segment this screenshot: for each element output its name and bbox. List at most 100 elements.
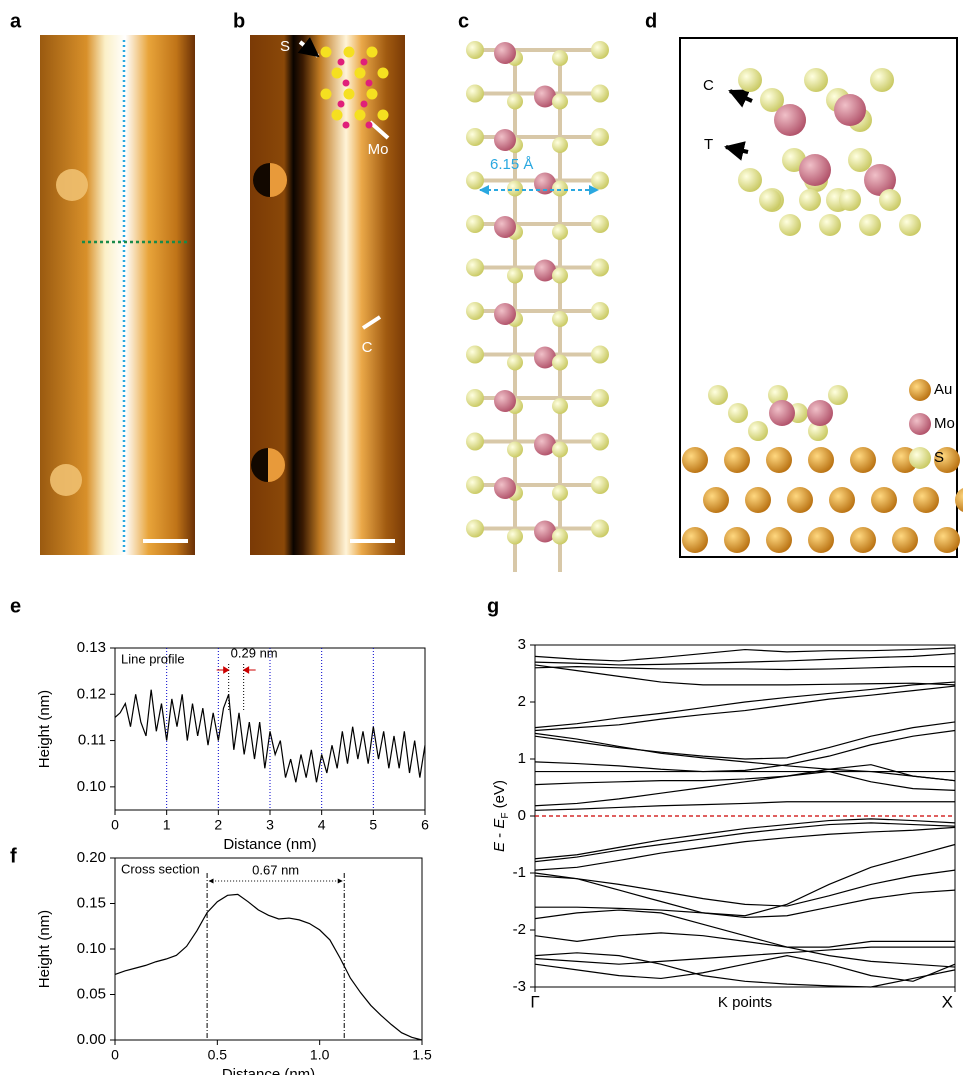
y-tick-label: 0.12 — [77, 685, 106, 702]
stm-image-b: SMoC — [250, 35, 405, 555]
atom-label: C — [362, 339, 373, 356]
sulfur-dot — [344, 89, 355, 100]
sulfur-atom — [466, 389, 484, 407]
y-tick-label: 0 — [518, 807, 526, 824]
panel-label: c — [458, 10, 469, 32]
gold-atom — [766, 447, 792, 473]
y-tick-label: 0.00 — [77, 1031, 106, 1048]
x-tick-label: 5 — [369, 817, 377, 833]
sulfur-dot — [344, 47, 355, 58]
sulfur-atom — [591, 389, 609, 407]
sulfur-atom — [466, 215, 484, 233]
data-line — [535, 956, 955, 982]
sulfur-atom — [738, 68, 762, 92]
y-tick-label: 0.10 — [77, 778, 106, 795]
y-tick-label: 0.15 — [77, 894, 106, 911]
sulfur-atom — [591, 128, 609, 146]
sulfur-atom — [552, 224, 568, 240]
gold-atom — [787, 487, 813, 513]
sulfur-atom — [466, 41, 484, 59]
sulfur-atom — [466, 433, 484, 451]
legend-atom — [909, 379, 931, 401]
molybdenum-atom — [769, 400, 795, 426]
figure: SMoC 6.15 Å CTAuMoS 01234560.100.110.120… — [0, 0, 963, 1075]
sulfur-atom — [507, 529, 523, 545]
data-line — [535, 686, 955, 730]
sulfur-atom — [591, 433, 609, 451]
y-tick-label: 0.05 — [77, 985, 106, 1002]
x-tick-label: 1 — [163, 817, 171, 833]
y-axis-label: Height (nm) — [36, 910, 53, 988]
dimension-label: 6.15 Å — [490, 156, 533, 173]
gold-atom — [682, 447, 708, 473]
sulfur-atom — [708, 385, 728, 405]
sulfur-atom — [759, 189, 781, 211]
legend-label: Mo — [934, 415, 955, 432]
y-tick-label: 0.10 — [77, 940, 106, 957]
sulfur-atom — [507, 442, 523, 458]
arrow — [217, 667, 256, 673]
molybdenum-dot — [366, 122, 373, 129]
data-line — [535, 819, 955, 859]
y-tick-label: -3 — [513, 978, 526, 995]
sulfur-atom — [552, 355, 568, 371]
sulfur-atom — [870, 68, 894, 92]
page: SMoC 6.15 Å CTAuMoS 01234560.100.110.120… — [0, 0, 963, 1075]
molybdenum-atom — [494, 129, 516, 151]
y-tick-label: 0.13 — [77, 639, 106, 656]
data-line — [535, 665, 955, 685]
molybdenum-atom — [774, 104, 806, 136]
data-line — [535, 648, 955, 661]
x-axis-label: Distance (nm) — [222, 1066, 315, 1075]
sulfur-atom — [591, 302, 609, 320]
sulfur-atom — [507, 355, 523, 371]
data-line — [535, 682, 955, 728]
sulfur-atom — [552, 529, 568, 545]
gold-atom — [892, 527, 918, 553]
gold-atom — [745, 487, 771, 513]
molybdenum-dot — [343, 122, 350, 129]
sulfur-dot — [367, 89, 378, 100]
sulfur-atom — [799, 189, 821, 211]
sulfur-dot — [355, 110, 366, 121]
sulfur-atom — [466, 476, 484, 494]
x-tick-label: 1.5 — [412, 1047, 432, 1063]
y-tick-label: 0.20 — [77, 849, 106, 866]
y-tick-label: 2 — [518, 693, 526, 710]
data-line — [535, 802, 955, 811]
sulfur-atom — [466, 128, 484, 146]
annotation: 0.29 nm — [231, 645, 278, 660]
y-tick-label: -2 — [513, 921, 526, 938]
data-line — [535, 947, 955, 964]
sulfur-atom — [552, 311, 568, 327]
sulfur-atom — [848, 148, 872, 172]
sulfur-dot — [321, 89, 332, 100]
y-tick-label: -1 — [513, 864, 526, 881]
gold-atom — [724, 527, 750, 553]
sulfur-atom — [748, 421, 768, 441]
sulfur-atom — [779, 214, 801, 236]
molybdenum-atom — [494, 42, 516, 64]
legend-atom — [909, 413, 931, 435]
gold-atom — [934, 527, 960, 553]
data-line — [115, 894, 422, 1040]
atom-label: S — [280, 38, 290, 55]
molybdenum-atom — [807, 400, 833, 426]
y-axis-label-part: - — [491, 829, 508, 842]
sulfur-dot — [332, 110, 343, 121]
sulfur-atom — [899, 214, 921, 236]
x-tick-label: X — [942, 992, 953, 1011]
atom-label: C — [703, 77, 714, 94]
atom-label: T — [704, 136, 713, 153]
panel-label: e — [10, 595, 21, 617]
legend-atom — [909, 447, 931, 469]
sulfur-atom — [466, 172, 484, 190]
sulfur-atom — [879, 189, 901, 211]
sulfur-atom — [466, 346, 484, 364]
sulfur-atom — [507, 268, 523, 284]
sulfur-atom — [507, 181, 523, 197]
x-tick-label: 1.0 — [310, 1047, 330, 1063]
x-axis-label: Distance (nm) — [223, 836, 316, 853]
